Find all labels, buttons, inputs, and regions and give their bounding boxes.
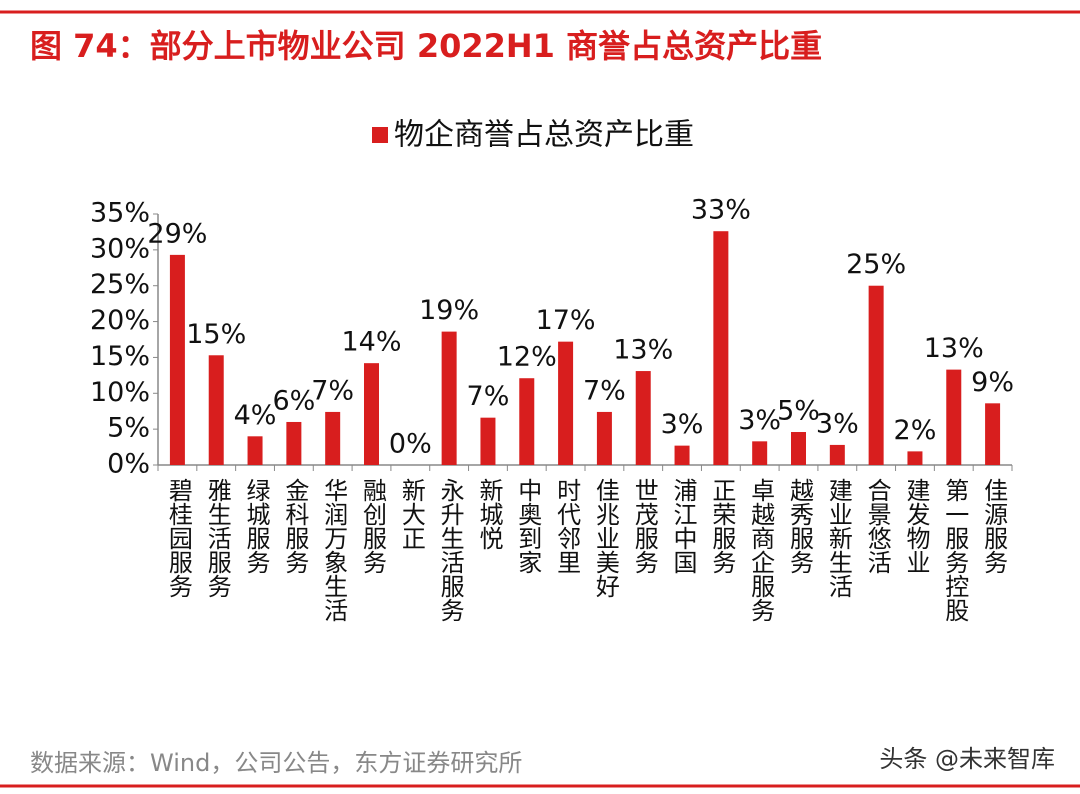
value-label: 12% xyxy=(497,342,557,373)
value-label: 5% xyxy=(777,396,820,427)
y-tick-label: 5% xyxy=(107,413,150,444)
x-tick-label: 越秀服务 xyxy=(786,478,814,574)
x-tick-label: 时代邻里 xyxy=(553,478,581,574)
bar xyxy=(713,231,729,465)
x-tick-label: 中奥到家 xyxy=(514,478,542,574)
legend-swatch xyxy=(372,127,388,143)
bar xyxy=(286,421,302,465)
bar xyxy=(791,432,806,465)
y-tick-label: 35% xyxy=(90,198,150,229)
value-label: 0% xyxy=(389,429,432,460)
value-label: 13% xyxy=(924,333,984,364)
value-label: 7% xyxy=(311,375,354,406)
bar xyxy=(325,411,341,465)
y-tick-label: 25% xyxy=(90,269,150,300)
x-tick-label: 碧桂园服务 xyxy=(164,478,192,598)
bar xyxy=(635,371,651,465)
x-tick-label: 佳源服务 xyxy=(980,478,1008,574)
value-label: 3% xyxy=(738,405,781,436)
watermark: 头条 @未来智库 xyxy=(879,745,1055,773)
value-label: 14% xyxy=(341,327,401,358)
value-label: 9% xyxy=(971,367,1014,398)
bar xyxy=(441,331,457,465)
bar xyxy=(169,254,185,465)
bar xyxy=(208,355,224,465)
value-label: 4% xyxy=(234,400,277,431)
y-tick-label: 0% xyxy=(107,449,150,480)
x-tick-label: 新大正 xyxy=(397,478,425,550)
value-label: 33% xyxy=(691,195,751,226)
x-tick-label: 佳兆业美好 xyxy=(591,478,619,598)
x-tick-label: 绿城服务 xyxy=(242,478,270,574)
value-label: 13% xyxy=(613,335,673,366)
value-label: 7% xyxy=(583,375,626,406)
x-tick-label: 卓越商企服务 xyxy=(747,478,775,622)
bar xyxy=(480,417,496,465)
value-label: 15% xyxy=(186,319,246,350)
bar xyxy=(985,403,1001,465)
y-tick-label: 20% xyxy=(90,305,150,336)
bar xyxy=(519,378,535,465)
x-tick-label: 正荣服务 xyxy=(708,478,736,574)
y-tick-label: 30% xyxy=(90,233,150,264)
x-tick-label: 浦江中国 xyxy=(669,478,697,574)
value-label: 7% xyxy=(467,381,510,412)
value-label: 19% xyxy=(419,295,479,326)
x-tick-label: 世茂服务 xyxy=(630,478,658,574)
value-label: 25% xyxy=(846,249,906,280)
legend-label: 物企商誉占总资产比重 xyxy=(394,118,694,153)
bar xyxy=(946,369,962,465)
value-label: 3% xyxy=(816,408,859,439)
value-label: 17% xyxy=(536,305,596,336)
x-tick-label: 华润万象生活 xyxy=(320,478,348,622)
bar xyxy=(596,411,612,465)
bar xyxy=(752,441,768,465)
bar xyxy=(674,445,690,465)
x-tick-label: 雅生活服务 xyxy=(203,478,231,598)
y-tick-label: 10% xyxy=(90,377,150,408)
value-label: 2% xyxy=(894,415,937,446)
bar xyxy=(364,363,379,465)
x-tick-label: 建业新生活 xyxy=(824,478,852,598)
x-tick-label: 永升生活服务 xyxy=(436,478,464,622)
x-tick-label: 融创服务 xyxy=(359,478,387,574)
chart-title: 图 74：部分上市物业公司 2022H1 商誉占总资产比重 xyxy=(30,27,822,65)
y-tick-label: 15% xyxy=(90,341,150,372)
x-tick-label: 合景悠活 xyxy=(863,478,891,574)
bar xyxy=(829,444,845,465)
x-tick-label: 建发物业 xyxy=(902,478,930,574)
source-note: 数据来源：Wind，公司公告，东方证券研究所 xyxy=(30,749,522,777)
value-label: 6% xyxy=(272,385,315,416)
x-tick-label: 新城悦 xyxy=(475,478,503,550)
bar xyxy=(907,451,923,465)
bar xyxy=(868,285,884,465)
bar xyxy=(247,436,263,465)
x-tick-label: 第一服务控股 xyxy=(941,478,969,622)
bar xyxy=(558,341,574,465)
value-label: 29% xyxy=(147,218,207,249)
value-label: 3% xyxy=(661,409,704,440)
x-tick-label: 金科服务 xyxy=(281,478,309,574)
